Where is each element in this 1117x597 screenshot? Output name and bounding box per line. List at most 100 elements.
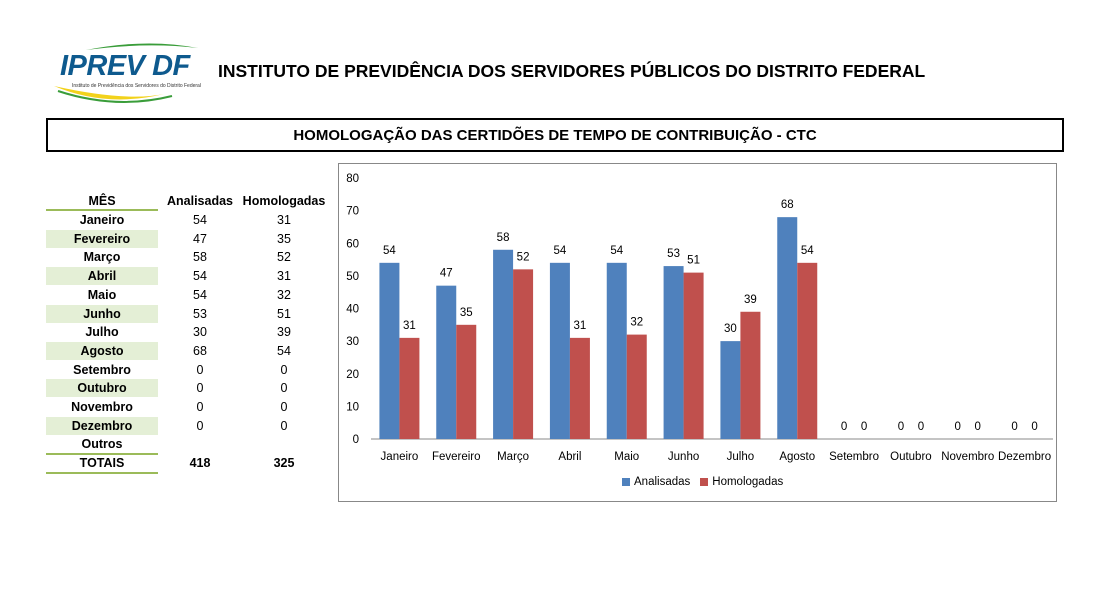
totals-analisadas: 418	[189, 456, 211, 470]
institute-title: INSTITUTO DE PREVIDÊNCIA DOS SERVIDORES …	[218, 61, 926, 81]
month-cell: Abril	[46, 267, 158, 286]
logo-swoosh-icon	[54, 43, 198, 103]
table-divider	[46, 472, 158, 474]
analisadas-cell: 53	[193, 306, 207, 321]
bar-analisadas	[549, 262, 570, 439]
analisadas-cell: 58	[193, 250, 207, 265]
table-row: Novembro 0 0	[46, 398, 336, 416]
table-row: Outubro 0 0	[46, 379, 336, 398]
y-tick-label: 20	[346, 369, 359, 381]
bar-homologadas	[740, 311, 761, 439]
month-cell: Novembro	[71, 400, 133, 414]
table-row: Fevereiro 47 35	[46, 229, 336, 248]
data-label: 31	[403, 320, 416, 332]
bar-homologadas	[513, 269, 534, 439]
month-cell: Junho	[46, 304, 158, 323]
data-label: 51	[687, 255, 700, 267]
analisadas-cell: 0	[196, 418, 204, 433]
data-label: 0	[1011, 421, 1017, 433]
table-row: Abril 54 31	[46, 267, 336, 286]
totals-homologadas: 325	[273, 456, 295, 470]
data-label: 32	[630, 317, 643, 329]
totals-label: TOTAIS	[79, 456, 125, 470]
bar-analisadas	[777, 217, 798, 439]
data-label: 54	[383, 245, 396, 257]
month-cell: Setembro	[73, 362, 131, 377]
y-tick-label: 50	[346, 271, 359, 283]
data-label: 58	[497, 232, 510, 244]
bar-homologadas	[797, 262, 818, 439]
homologadas-cell: 51	[277, 306, 291, 321]
bar-analisadas	[606, 262, 627, 439]
data-label: 35	[460, 307, 473, 319]
table-row: Maio 54 32	[46, 286, 336, 304]
data-label: 53	[667, 248, 680, 260]
month-cell: Outubro	[46, 379, 158, 398]
logo-subtitle: Instituto de Previdência dos Servidores …	[72, 83, 201, 89]
month-cell: Outros	[81, 437, 123, 452]
month-cell: Agosto	[46, 341, 158, 360]
table-row: Dezembro 0 0	[46, 416, 336, 435]
month-cell: Março	[83, 250, 121, 265]
report-title: HOMOLOGAÇÃO DAS CERTIDÕES DE TEMPO DE CO…	[46, 118, 1064, 152]
analisadas-cell: 54	[193, 287, 207, 302]
legend-item: Homologadas	[700, 476, 783, 488]
homologadas-cell: 39	[277, 325, 291, 340]
data-label: 54	[610, 245, 623, 257]
data-label: 0	[1031, 421, 1037, 433]
analisadas-cell: 54	[193, 269, 207, 284]
legend-swatch	[622, 478, 630, 486]
x-tick-label: Janeiro	[381, 451, 419, 463]
analisadas-cell: 30	[193, 325, 207, 340]
bar-chart: 0 10 20 30 40 50 60 70 80 54 31 Janeiro 47 35 Fevereir…	[338, 163, 1057, 502]
x-tick-label: Abril	[558, 451, 581, 463]
x-tick-label: Novembro	[941, 451, 994, 463]
x-tick-label: Setembro	[829, 451, 879, 463]
data-label: 0	[861, 421, 867, 433]
legend-swatch	[700, 478, 709, 486]
y-tick-label: 80	[346, 173, 359, 185]
chart-legend: Analisadas Homologadas	[622, 476, 793, 488]
bar-homologadas	[683, 272, 704, 439]
bar-homologadas	[626, 334, 647, 439]
x-tick-label: Julho	[727, 451, 755, 463]
month-cell: Dezembro	[46, 416, 158, 435]
data-label: 54	[801, 245, 814, 257]
month-cell: Julho	[85, 325, 119, 340]
data-label: 31	[574, 320, 587, 332]
totals-row: TOTAIS 418 325	[46, 454, 336, 472]
homologadas-cell: 52	[277, 250, 291, 265]
table-divider	[46, 209, 158, 211]
bar-homologadas	[569, 337, 590, 439]
analisadas-cell: 0	[196, 362, 204, 377]
homologadas-cell: 35	[277, 231, 291, 246]
data-label: 0	[841, 421, 847, 433]
data-label: 0	[898, 421, 904, 433]
table-row: Agosto 68 54	[46, 341, 336, 360]
header-analisadas: Analisadas	[166, 194, 233, 208]
legend-item: Analisadas	[622, 476, 690, 488]
bar-analisadas	[436, 285, 457, 439]
homologadas-cell: 31	[277, 269, 291, 284]
data-label: 52	[517, 251, 530, 263]
table-header-row: MÊS Analisadas Homologadas	[46, 192, 336, 210]
logo-text: IPREV DF	[60, 50, 190, 82]
analisadas-cell: 47	[193, 231, 207, 246]
data-label: 54	[554, 245, 567, 257]
table-row: Outros	[46, 435, 336, 453]
x-tick-label: Agosto	[779, 451, 815, 463]
bar-analisadas	[663, 266, 684, 439]
month-cell: Maio	[87, 287, 117, 302]
x-tick-label: Junho	[668, 451, 699, 463]
month-cell: Janeiro	[79, 213, 125, 227]
homologadas-cell: 32	[277, 287, 291, 302]
analisadas-cell: 68	[193, 343, 207, 358]
report-title-text: HOMOLOGAÇÃO DAS CERTIDÕES DE TEMPO DE CO…	[293, 126, 817, 144]
bar-analisadas	[493, 249, 514, 439]
bar-analisadas	[379, 262, 400, 439]
header-month: MÊS	[88, 194, 116, 208]
table-row: Março 58 52	[46, 248, 336, 266]
data-label: 68	[781, 199, 794, 211]
homologadas-cell: 0	[280, 400, 288, 414]
iprev-logo: IPREV DF Instituto de Previdência dos Se…	[46, 36, 206, 106]
